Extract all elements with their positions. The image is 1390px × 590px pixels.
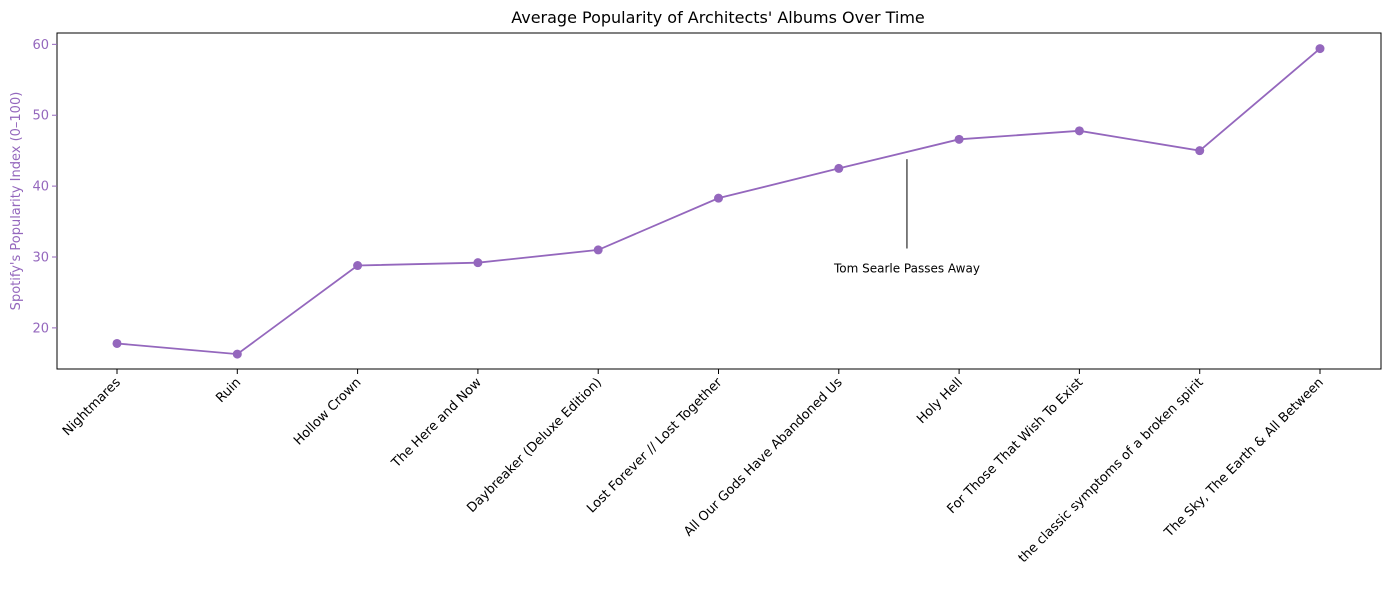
y-tick-label: 40 bbox=[32, 180, 49, 195]
x-tick-label: Daybreaker (Deluxe Edition) bbox=[464, 375, 605, 516]
data-point bbox=[1074, 126, 1084, 136]
x-tick-label: Holy Hell bbox=[914, 375, 966, 427]
data-point bbox=[954, 134, 964, 144]
annotation-label: Tom Searle Passes Away bbox=[833, 261, 980, 275]
annotations: Tom Searle Passes Away bbox=[833, 159, 980, 275]
data-point bbox=[593, 245, 603, 255]
x-tick-label: Ruin bbox=[213, 375, 244, 406]
x-tick-label: For Those That Wish To Exist bbox=[945, 375, 1087, 517]
data-point bbox=[232, 349, 242, 359]
data-points bbox=[112, 44, 1325, 359]
data-point bbox=[834, 163, 844, 173]
y-tick-label: 20 bbox=[32, 321, 49, 336]
x-tick-label: Lost Forever // Lost Together bbox=[584, 375, 726, 517]
data-point bbox=[473, 258, 483, 268]
x-axis: Nightmares Ruin Hollow Crown The Here and N… bbox=[60, 369, 1327, 566]
y-axis: 20 30 40 50 60 bbox=[32, 38, 57, 336]
x-tick-label: Nightmares bbox=[60, 375, 124, 439]
chart-title: Average Popularity of Architects' Albums… bbox=[511, 8, 925, 27]
y-tick-label: 60 bbox=[32, 38, 49, 53]
y-tick-label: 50 bbox=[32, 109, 49, 124]
data-point bbox=[112, 338, 122, 348]
x-tick-label: The Here and Now bbox=[388, 375, 485, 472]
y-axis-label: Spotify's Popularity Index (0–100) bbox=[9, 92, 24, 311]
data-point bbox=[1195, 146, 1205, 156]
data-point bbox=[1315, 44, 1325, 54]
x-tick-label: Hollow Crown bbox=[291, 375, 364, 448]
data-point bbox=[353, 261, 363, 271]
x-tick-label: the classic symptoms of a broken spirit bbox=[1016, 375, 1207, 566]
data-point bbox=[714, 193, 723, 203]
y-tick-label: 30 bbox=[32, 251, 49, 266]
